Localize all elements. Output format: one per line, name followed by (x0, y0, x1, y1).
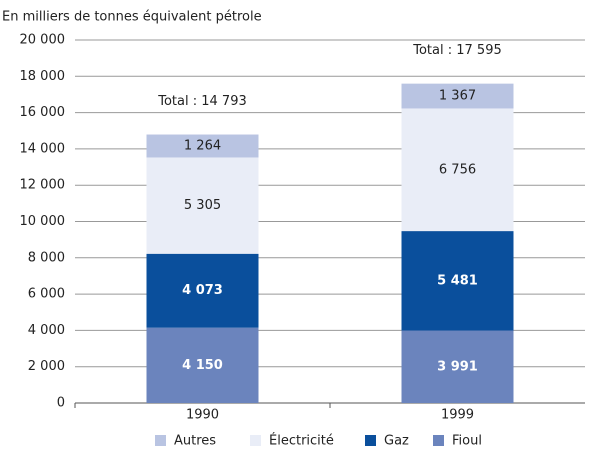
legend-swatch (365, 435, 376, 446)
legend-swatch (433, 435, 444, 446)
total-label: Total : 17 595 (412, 43, 502, 58)
legend-label: Fioul (452, 434, 482, 449)
x-tick-label: 1990 (186, 408, 219, 423)
value-label: 5 481 (437, 273, 478, 288)
bar-segment (146, 253, 259, 328)
y-tick-label: 4 000 (28, 323, 65, 338)
y-tick-label: 0 (57, 396, 65, 411)
y-tick-label: 6 000 (28, 287, 65, 302)
bar-segment (401, 231, 514, 331)
legend-label: Électricité (269, 433, 334, 449)
total-label: Total : 14 793 (157, 94, 247, 109)
value-label: 3 991 (437, 359, 478, 374)
y-tick-label: 8 000 (28, 250, 65, 265)
value-label: 6 756 (439, 162, 476, 177)
value-label: 5 305 (184, 198, 221, 213)
y-tick-label: 2 000 (28, 359, 65, 374)
legend-swatch (155, 435, 166, 446)
y-tick-label: 14 000 (20, 141, 66, 156)
value-label: 4 073 (182, 283, 223, 298)
bar-segment (146, 134, 259, 158)
bar-segment (401, 108, 514, 232)
y-tick-label: 20 000 (20, 33, 66, 48)
x-tick-label: 1999 (441, 408, 474, 423)
bar-segment (146, 327, 259, 403)
legend-swatch (250, 435, 261, 446)
value-label: 1 264 (184, 138, 221, 153)
y-tick-label: 10 000 (20, 214, 66, 229)
legend-label: Gaz (384, 434, 409, 449)
y-axis-label: En milliers de tonnes équivalent pétrole (2, 10, 262, 25)
legend-label: Autres (174, 434, 216, 449)
bar-segment (146, 157, 259, 254)
value-label: 1 367 (439, 89, 476, 104)
y-tick-label: 12 000 (20, 178, 66, 193)
value-label: 4 150 (182, 358, 223, 373)
y-tick-label: 18 000 (20, 69, 66, 84)
y-tick-label: 16 000 (20, 105, 66, 120)
bar-segment (401, 83, 514, 109)
bar-segment (401, 330, 514, 403)
